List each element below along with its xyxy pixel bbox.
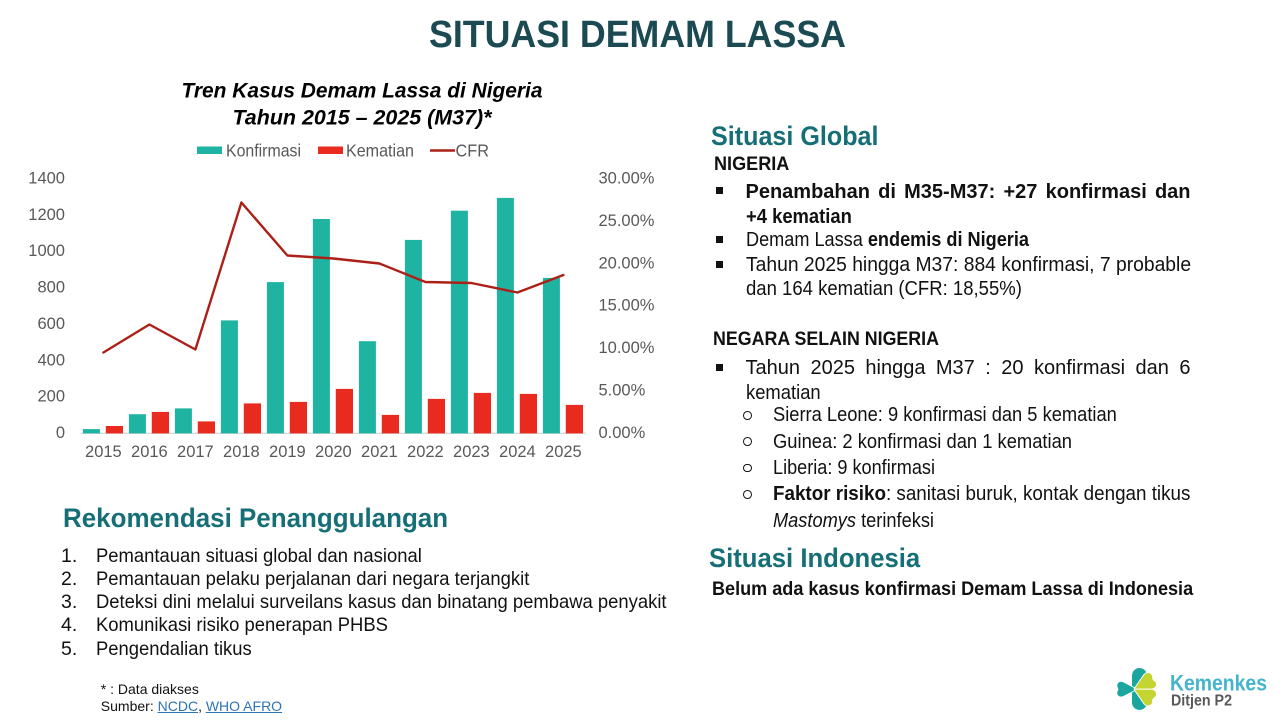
svg-text:25.00%: 25.00% xyxy=(599,212,655,230)
svg-text:10.00%: 10.00% xyxy=(599,339,655,357)
svg-text:Tahun 2015 – 2025 (M37)*: Tahun 2015 – 2025 (M37)* xyxy=(233,106,494,130)
svg-text:200: 200 xyxy=(37,388,65,406)
svg-text:0: 0 xyxy=(56,424,65,442)
svg-text:30.00%: 30.00% xyxy=(599,169,655,187)
svg-text:400: 400 xyxy=(37,351,65,369)
svg-text:Ditjen P2: Ditjen P2 xyxy=(1171,693,1232,710)
svg-text:15.00%: 15.00% xyxy=(599,297,655,315)
svg-text:2020: 2020 xyxy=(315,443,352,461)
svg-text:Tren Kasus Demam Lassa di Nige: Tren Kasus Demam Lassa di Nigeria xyxy=(182,79,543,103)
svg-text:CFR: CFR xyxy=(456,141,490,161)
svg-text:2025: 2025 xyxy=(545,443,582,461)
svg-text:Kematian: Kematian xyxy=(346,141,414,161)
svg-text:Kemenkes: Kemenkes xyxy=(1170,670,1267,695)
svg-text:1200: 1200 xyxy=(28,206,65,224)
svg-text:20.00%: 20.00% xyxy=(599,254,655,272)
svg-text:2021: 2021 xyxy=(361,443,398,461)
svg-text:1000: 1000 xyxy=(28,242,65,260)
svg-text:2017: 2017 xyxy=(177,443,214,461)
svg-text:2018: 2018 xyxy=(223,443,260,461)
svg-text:0.00%: 0.00% xyxy=(599,424,646,442)
svg-text:5.00%: 5.00% xyxy=(599,382,646,400)
svg-text:2016: 2016 xyxy=(131,443,168,461)
svg-text:2015: 2015 xyxy=(85,443,122,461)
svg-text:Konfirmasi: Konfirmasi xyxy=(226,141,301,161)
svg-text:2019: 2019 xyxy=(269,443,306,461)
svg-text:1400: 1400 xyxy=(28,169,65,187)
svg-text:2023: 2023 xyxy=(453,443,490,461)
svg-text:2022: 2022 xyxy=(407,443,444,461)
svg-text:600: 600 xyxy=(37,315,65,333)
svg-text:800: 800 xyxy=(37,279,65,297)
svg-text:2024: 2024 xyxy=(499,443,536,461)
